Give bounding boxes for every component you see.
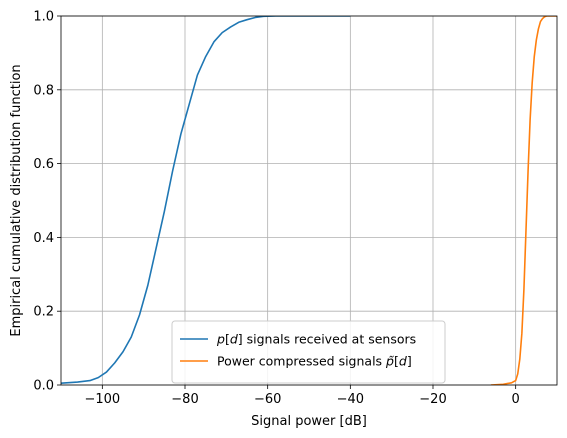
x-tick-label: −60 [254,392,281,407]
y-tick-label: 0.4 [33,231,54,246]
legend-box [171,320,446,384]
legend: p[d] signals received at sensors Power co… [171,320,446,384]
y-tick-label: 1.0 [33,10,54,25]
y-tick-label: 0.0 [33,379,54,394]
x-axis-label: Signal power [dB] [251,414,367,429]
y-tick-label: 0.8 [33,83,54,98]
y-axis-ticks: 0.0 0.2 0.4 0.6 0.8 1.0 [33,10,61,394]
legend-entry-1: p[d] signals received at sensors [216,332,416,347]
x-axis-ticks: −100 −80 −60 −40 −20 0 [84,385,520,407]
series-line-2 [490,16,557,385]
y-tick-label: 0.2 [33,305,54,320]
plot-frame [60,15,558,386]
x-tick-label: −80 [171,392,198,407]
x-tick-label: −100 [84,392,120,407]
y-axis-label: Empirical cumulative distribution functi… [9,64,24,336]
y-tick-label: 0.6 [33,157,54,172]
x-tick-label: −20 [419,392,446,407]
x-tick-label: 0 [512,392,520,407]
legend-entry-2: Power compressed signals p̃[d] [217,354,412,369]
x-tick-label: −40 [337,392,364,407]
